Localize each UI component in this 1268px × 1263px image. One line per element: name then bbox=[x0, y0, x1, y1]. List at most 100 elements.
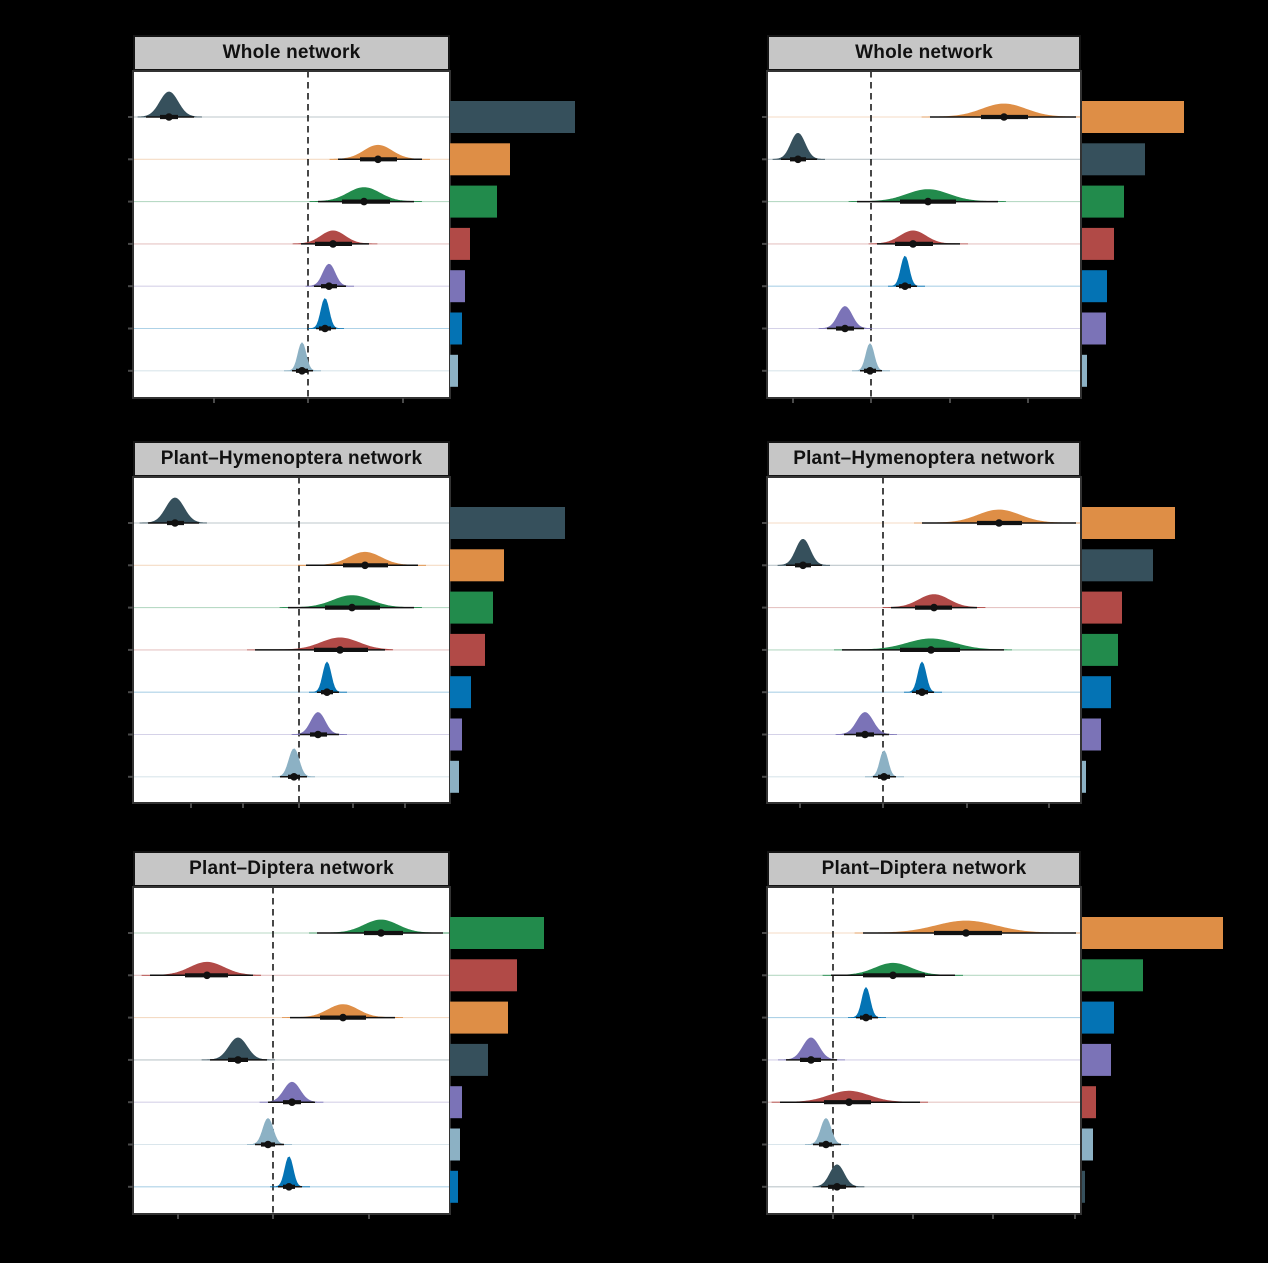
importance-bar-lightblue bbox=[450, 354, 458, 387]
panel-title-strip: Plant–Hymenoptera network bbox=[133, 441, 450, 477]
density-ridge-lightblue bbox=[246, 1117, 292, 1145]
importance-bar-orange bbox=[450, 549, 504, 582]
median-dot bbox=[290, 773, 298, 781]
median-dot bbox=[889, 971, 897, 980]
density-ridge-blue bbox=[887, 255, 925, 287]
importance-bar-lightblue bbox=[450, 1128, 460, 1161]
median-dot bbox=[339, 1013, 347, 1022]
density-ridge-lightblue bbox=[804, 1117, 849, 1145]
plot-border bbox=[766, 70, 1082, 399]
median-dot bbox=[918, 688, 926, 696]
importance-bar-purple bbox=[1082, 718, 1101, 751]
ridgeline-bar-plot bbox=[128, 70, 575, 403]
median-dot bbox=[288, 1098, 296, 1106]
density-ridge-blue bbox=[307, 298, 344, 329]
importance-bar-lightblue bbox=[450, 760, 459, 793]
plot-border bbox=[766, 476, 1082, 804]
importance-bar-purple bbox=[450, 270, 465, 303]
median-dot bbox=[833, 1183, 841, 1191]
panel-title-strip: Whole network bbox=[133, 35, 450, 71]
importance-bar-slate bbox=[450, 1043, 488, 1076]
panel-title: Whole network bbox=[222, 42, 361, 63]
median-dot bbox=[377, 929, 385, 937]
panel-title-strip: Whole network bbox=[767, 35, 1081, 71]
median-dot bbox=[325, 282, 333, 291]
importance-bar-red bbox=[1082, 1086, 1096, 1119]
importance-bar-orange bbox=[1082, 917, 1223, 949]
median-dot bbox=[995, 519, 1003, 527]
median-dot bbox=[323, 688, 331, 696]
importance-bar-red bbox=[1082, 591, 1122, 624]
median-dot bbox=[298, 367, 306, 375]
importance-bar-lightblue bbox=[1082, 354, 1087, 387]
density-ridge-slate bbox=[137, 91, 203, 118]
importance-bar-orange bbox=[1082, 507, 1175, 539]
median-dot bbox=[841, 324, 849, 333]
panel-title: Plant–Hymenoptera network bbox=[793, 448, 1055, 469]
median-dot bbox=[348, 603, 356, 612]
median-dot bbox=[861, 730, 869, 739]
median-dot bbox=[234, 1056, 242, 1064]
panel-title: Plant–Diptera network bbox=[821, 858, 1027, 879]
median-dot bbox=[285, 1183, 293, 1191]
median-dot bbox=[909, 240, 917, 248]
median-dot bbox=[807, 1056, 815, 1064]
median-dot bbox=[924, 197, 932, 206]
importance-bar-blue bbox=[1082, 270, 1107, 303]
median-dot bbox=[336, 646, 344, 654]
importance-bar-blue bbox=[450, 676, 471, 709]
panel-title: Plant–Diptera network bbox=[189, 858, 394, 879]
median-dot bbox=[799, 561, 807, 570]
importance-bar-purple bbox=[450, 1086, 462, 1119]
density-ridge-purple bbox=[291, 712, 348, 735]
ridgeline-bar-plot bbox=[762, 476, 1175, 808]
density-ridge-blue bbox=[903, 661, 942, 693]
panel-title-strip: Plant–Diptera network bbox=[767, 851, 1081, 887]
density-ridge-lightblue bbox=[271, 748, 316, 778]
median-dot bbox=[171, 519, 179, 527]
ridgeline-bar-plot bbox=[128, 886, 544, 1219]
plot-background bbox=[133, 887, 450, 1214]
importance-bar-green bbox=[1082, 185, 1124, 218]
panel-title: Whole network bbox=[855, 42, 993, 63]
median-dot bbox=[321, 324, 329, 333]
panel-title-strip: Plant–Diptera network bbox=[133, 851, 450, 887]
panel-title-strip: Plant–Hymenoptera network bbox=[767, 441, 1081, 477]
importance-bar-green bbox=[450, 591, 493, 624]
importance-bar-red bbox=[1082, 227, 1114, 260]
median-dot bbox=[264, 1140, 272, 1149]
importance-bar-slate bbox=[450, 507, 565, 539]
density-ridge-lightblue bbox=[851, 343, 890, 372]
importance-bar-red bbox=[450, 227, 470, 260]
importance-bar-green bbox=[450, 917, 544, 949]
median-dot bbox=[866, 367, 874, 375]
median-dot bbox=[203, 971, 211, 980]
importance-bar-red bbox=[450, 633, 485, 666]
median-dot bbox=[165, 113, 173, 121]
importance-bar-green bbox=[1082, 959, 1143, 992]
importance-bar-blue bbox=[1082, 676, 1111, 709]
importance-bar-purple bbox=[1082, 1043, 1111, 1076]
importance-bar-blue bbox=[1082, 1001, 1114, 1034]
ridgeline-bar-plot bbox=[128, 476, 565, 808]
density-ridge-slate bbox=[772, 132, 826, 160]
importance-bar-slate bbox=[1082, 143, 1145, 176]
density-ridge-purple bbox=[305, 263, 355, 287]
density-ridge-lightblue bbox=[283, 342, 321, 372]
median-dot bbox=[360, 197, 368, 206]
plot-background bbox=[133, 477, 450, 803]
density-ridge-slate bbox=[812, 1164, 865, 1188]
importance-bar-orange bbox=[450, 1001, 508, 1034]
median-dot bbox=[329, 240, 337, 248]
importance-bar-green bbox=[1082, 633, 1118, 666]
median-dot bbox=[374, 155, 382, 164]
median-dot bbox=[361, 561, 369, 570]
density-ridge-blue bbox=[308, 661, 347, 693]
median-dot bbox=[962, 929, 970, 937]
importance-bar-orange bbox=[450, 143, 510, 176]
density-ridge-blue bbox=[847, 986, 886, 1018]
median-dot bbox=[314, 730, 322, 739]
plot-border bbox=[766, 886, 1082, 1215]
median-dot bbox=[1000, 113, 1008, 121]
